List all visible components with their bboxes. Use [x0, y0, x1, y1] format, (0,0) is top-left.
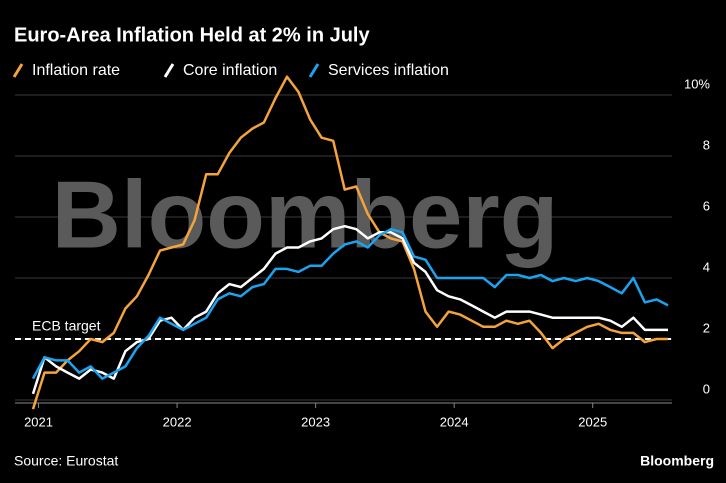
- legend-marker: [308, 63, 320, 78]
- series-line: [31, 224, 668, 395]
- legend-marker: [163, 63, 175, 78]
- legend-label: Core inflation: [183, 62, 277, 79]
- legend-marker: [12, 63, 24, 78]
- y-tick-label: 8: [703, 137, 710, 152]
- target-label: ECB target: [32, 318, 101, 334]
- chart-title: Euro-Area Inflation Held at 2% in July: [14, 24, 370, 46]
- x-tick-label: 2021: [24, 414, 53, 429]
- series-line: [31, 75, 668, 410]
- legend-label: Services inflation: [328, 62, 449, 79]
- brand: Bloomberg: [640, 453, 714, 469]
- series-line: [31, 227, 669, 380]
- x-tick-label: 2023: [301, 414, 330, 429]
- y-tick-label: 10%: [684, 76, 710, 91]
- x-tick-label: 2024: [440, 414, 469, 429]
- source: Source: Eurostat: [14, 453, 118, 469]
- watermark: Bloomberg: [52, 161, 559, 268]
- y-tick-label: 0: [703, 381, 710, 396]
- x-tick-label: 2022: [163, 414, 192, 429]
- x-tick-label: 2025: [578, 414, 607, 429]
- y-tick-label: 2: [703, 320, 710, 335]
- y-tick-label: 4: [703, 259, 710, 274]
- y-tick-label: 6: [703, 198, 710, 213]
- legend-label: Inflation rate: [32, 62, 120, 79]
